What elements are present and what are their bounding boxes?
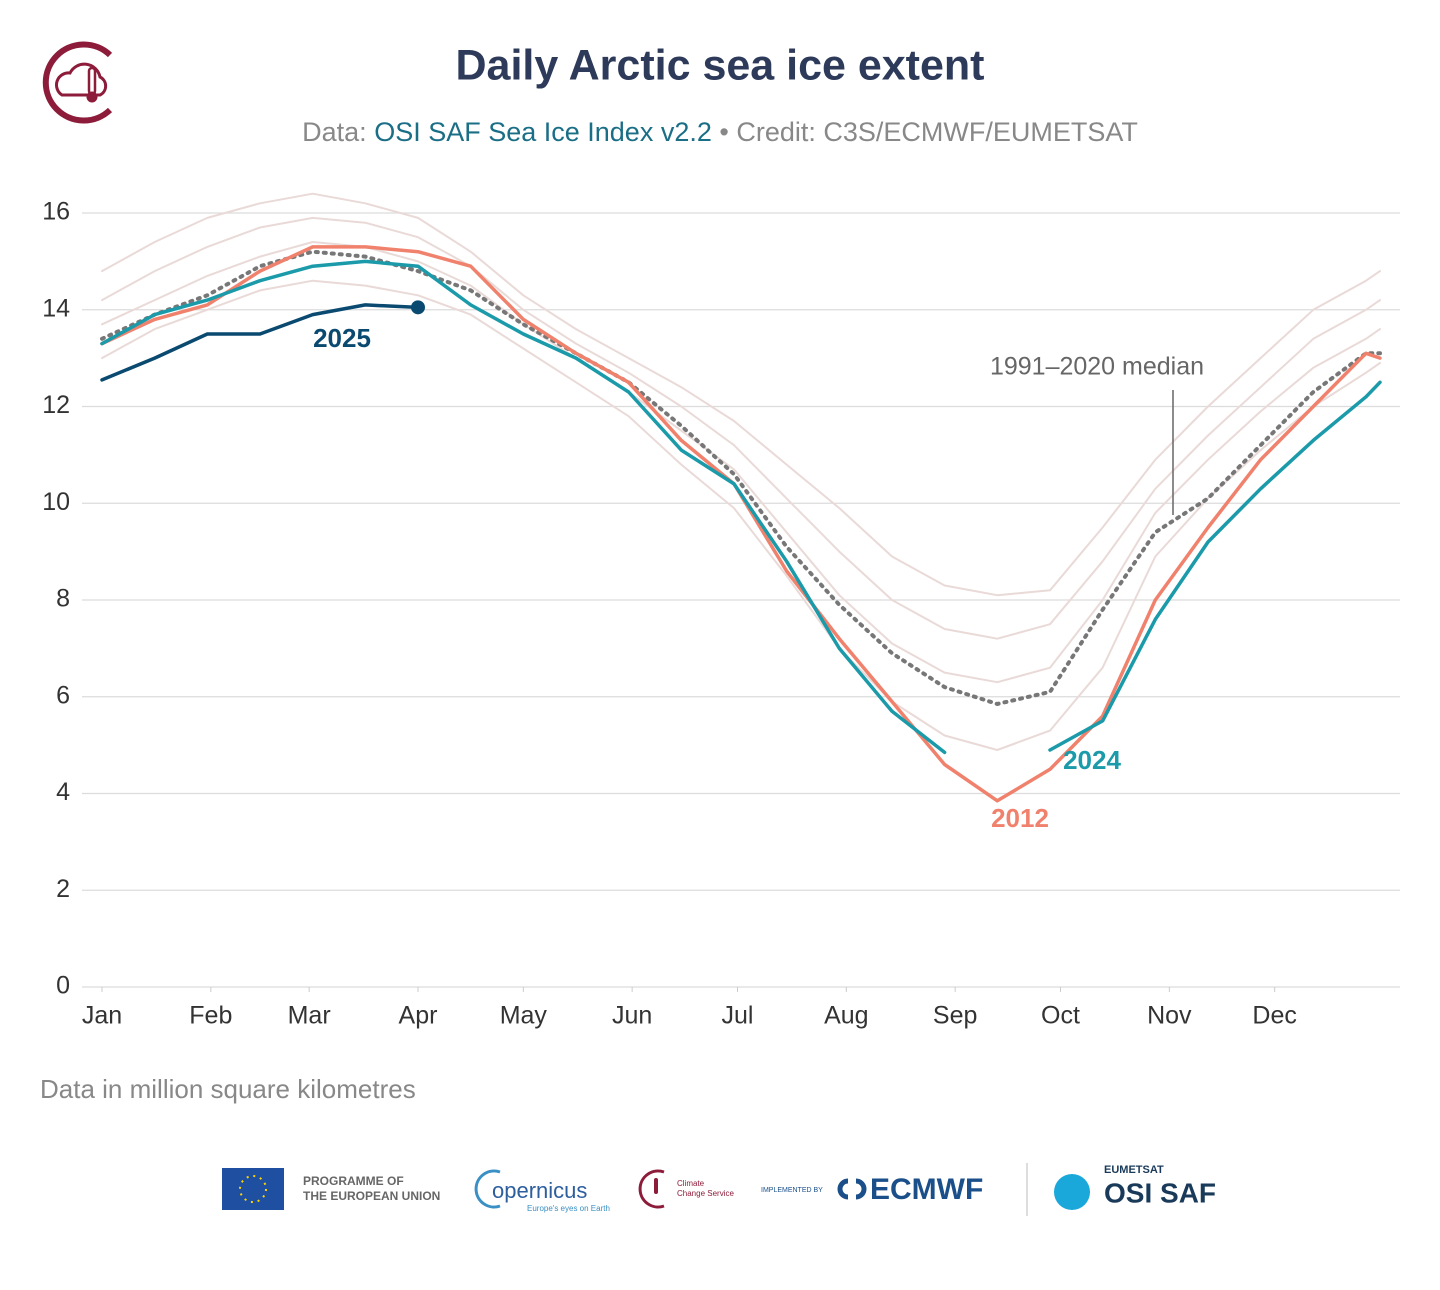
logo-text: PROGRAMME OF: [303, 1174, 404, 1188]
y-tick-label: 10: [42, 488, 70, 516]
x-tick-label: Oct: [1041, 1002, 1080, 1030]
background-year-line: [101, 279, 1381, 751]
y-tick-label: 16: [42, 198, 70, 226]
end-marker: [410, 300, 425, 315]
series-label: 2024: [1063, 745, 1121, 775]
c3s-small-thermo: [654, 1178, 658, 1194]
x-tick-label: Dec: [1252, 1002, 1296, 1030]
subtitle: Data: OSI SAF Sea Ice Index v2.2 • Credi…: [302, 117, 1138, 147]
subtitle-part: Data:: [302, 117, 367, 147]
chart-note: Data in million square kilometres: [40, 1074, 416, 1104]
x-tick-label: Mar: [288, 1002, 331, 1030]
logo-text: EUMETSAT: [1104, 1164, 1164, 1176]
footer-logos: PROGRAMME OF THE EUROPEAN UNION opernicu…: [222, 1163, 1216, 1216]
subtitle-source: OSI SAF Sea Ice Index v2.2: [374, 117, 712, 147]
y-tick-label: 6: [56, 681, 70, 709]
logo-text: Europe's eyes on Earth: [527, 1204, 610, 1213]
logo-text: Climate: [677, 1179, 705, 1188]
logo-text: Change Service: [677, 1189, 734, 1198]
c3s-logo: [42, 41, 113, 124]
x-tick-label: Aug: [824, 1002, 868, 1030]
series-label: 2025: [313, 323, 371, 353]
background-year-line: [101, 241, 1381, 684]
logo-text: IMPLEMENTED BY: [761, 1187, 823, 1194]
logo-text: THE EUROPEAN UNION: [303, 1189, 440, 1203]
x-tick-label: Jun: [612, 1002, 652, 1030]
median-label: 1991–2020 median: [990, 353, 1204, 381]
osisaf-mark: [1054, 1174, 1090, 1210]
background-year-line: [101, 192, 1381, 597]
x-tick-label: Nov: [1147, 1002, 1192, 1030]
subtitle-part: • Credit: C3S/ECMWF/EUMETSAT: [719, 117, 1138, 147]
c3s-small-arc: [638, 1169, 665, 1209]
y-tick-label: 8: [56, 585, 70, 613]
logo-text: ECMWF: [870, 1173, 983, 1206]
y-tick-label: 2: [56, 875, 70, 903]
series-line: [100, 249, 1382, 706]
eu-flag: [222, 1168, 284, 1210]
x-tick-label: May: [500, 1002, 548, 1030]
x-tick-label: Feb: [189, 1002, 232, 1030]
logo-text: OSI SAF: [1104, 1177, 1216, 1208]
y-tick-label: 14: [42, 294, 70, 322]
chart-title: Daily Arctic sea ice extent: [455, 41, 984, 89]
series-line: [100, 303, 420, 382]
x-tick-label: Jan: [82, 1002, 122, 1030]
x-tick-label: Apr: [399, 1002, 438, 1030]
series-line: [100, 259, 1382, 755]
copernicus-arc: [474, 1169, 501, 1209]
series-label: 2012: [991, 803, 1049, 833]
y-tick-label: 0: [56, 972, 70, 1000]
x-tick-label: Jul: [722, 1002, 754, 1030]
ecmwf-mark: [837, 1178, 867, 1200]
x-tick-label: Sep: [933, 1002, 977, 1030]
eu-stars: [239, 1175, 267, 1203]
y-tick-label: 12: [42, 391, 70, 419]
background-year-line: [101, 216, 1381, 640]
y-tick-label: 4: [56, 778, 70, 806]
logo-text: opernicus: [492, 1178, 587, 1203]
series-line: [100, 245, 1382, 803]
